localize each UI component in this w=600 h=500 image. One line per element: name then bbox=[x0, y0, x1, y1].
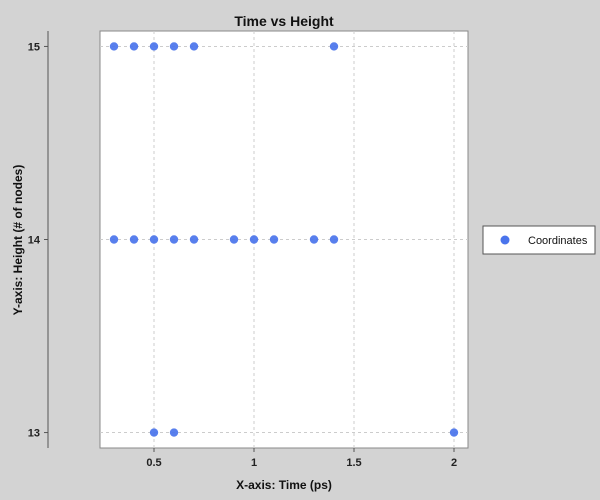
data-point bbox=[449, 428, 459, 437]
data-point bbox=[149, 42, 159, 51]
data-point bbox=[149, 428, 159, 437]
legend: Coordinates bbox=[482, 225, 596, 255]
data-point bbox=[269, 235, 279, 244]
axes bbox=[44, 31, 455, 452]
grid-lines bbox=[100, 31, 468, 448]
data-point bbox=[329, 235, 339, 244]
legend-marker-coordinates bbox=[500, 235, 510, 245]
data-point bbox=[249, 235, 259, 244]
chart-title: Time vs Height bbox=[234, 13, 334, 29]
data-point bbox=[189, 42, 199, 51]
data-points bbox=[109, 42, 459, 437]
x-tick-label: 0.5 bbox=[146, 457, 161, 469]
y-tick-label: 15 bbox=[28, 41, 40, 53]
x-tick-label: 1 bbox=[251, 457, 257, 469]
x-axis-title: X-axis: Time (ps) bbox=[236, 478, 332, 492]
data-point bbox=[229, 235, 239, 244]
data-point bbox=[109, 235, 119, 244]
y-tick-label: 14 bbox=[28, 235, 41, 247]
x-tick-label: 1.5 bbox=[346, 457, 361, 469]
y-tick-label: 13 bbox=[28, 428, 40, 440]
data-point bbox=[129, 235, 139, 244]
data-point bbox=[169, 428, 179, 437]
data-point bbox=[109, 42, 119, 51]
data-point bbox=[129, 42, 139, 51]
legend-label-coordinates: Coordinates bbox=[528, 235, 588, 247]
data-point bbox=[169, 235, 179, 244]
data-point bbox=[309, 235, 319, 244]
data-point bbox=[149, 235, 159, 244]
data-point bbox=[329, 42, 339, 51]
data-point bbox=[189, 235, 199, 244]
y-axis-title: Y-axis: Height (# of nodes) bbox=[11, 165, 25, 316]
tick-labels: 0.5 1 1.5 2 13 14 15 bbox=[28, 41, 457, 469]
x-tick-label: 2 bbox=[451, 457, 457, 469]
data-point bbox=[169, 42, 179, 51]
